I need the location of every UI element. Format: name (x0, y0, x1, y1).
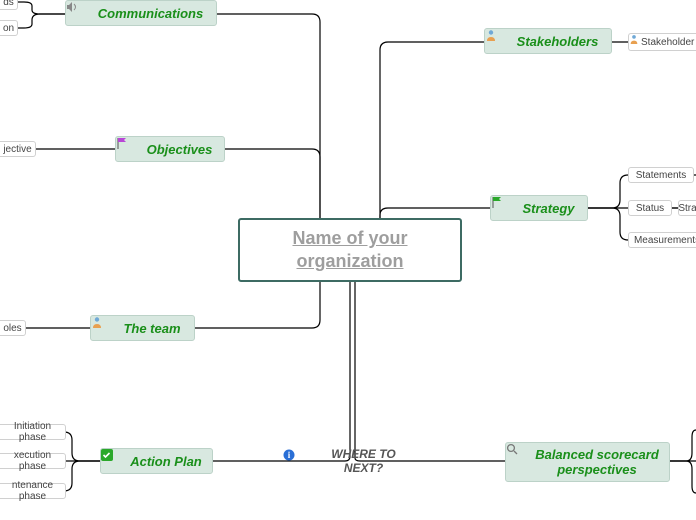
info-icon: i (291, 454, 305, 468)
person-icon (104, 321, 118, 335)
flag-icon (503, 201, 517, 215)
leaf-strategy-2[interactable]: Measurements (628, 232, 696, 248)
person-icon (498, 34, 512, 48)
leaf-strategy-sub[interactable]: Stra (678, 200, 696, 216)
leaf-action-1[interactable]: xecution phase (0, 453, 66, 469)
branch-communications[interactable]: Communications (65, 0, 217, 26)
label: WHERE TO NEXT? (310, 447, 417, 475)
branch-balanced[interactable]: Balanced scorecard perspectives (505, 442, 670, 482)
leaf-objectives-0[interactable]: jective (0, 141, 36, 157)
leaf-strategy-0[interactable]: Statements (628, 167, 694, 183)
branch-team[interactable]: The team (90, 315, 195, 341)
branch-stakeholders[interactable]: Stakeholders (484, 28, 612, 54)
label: Balanced scorecard perspectives (535, 447, 659, 477)
label: Stakeholders (517, 34, 599, 49)
label: Objectives (147, 142, 213, 157)
label: Action Plan (130, 454, 202, 469)
leaf-action-2[interactable]: ntenance phase (0, 483, 66, 499)
center-node[interactable]: Name of your organization (238, 218, 462, 282)
branch-objectives[interactable]: Objectives (115, 136, 225, 162)
branch-strategy[interactable]: Strategy (490, 195, 588, 221)
label: The team (123, 321, 180, 336)
search-icon (516, 455, 530, 469)
flag-icon (128, 142, 142, 156)
label: Communications (98, 6, 203, 21)
leaf-communications-1[interactable]: on (0, 20, 18, 36)
leaf-strategy-1[interactable]: Status (628, 200, 672, 216)
label: Strategy (522, 201, 574, 216)
leaf-team-0[interactable]: oles (0, 320, 26, 336)
center-title: Name of your organization (292, 227, 407, 274)
branch-action[interactable]: Action Plan (100, 448, 213, 474)
leaf-action-0[interactable]: Initiation phase (0, 424, 66, 440)
leaf-communications-0[interactable]: ds (0, 0, 18, 10)
speaker-icon (79, 6, 93, 20)
branch-where[interactable]: i WHERE TO NEXT? (283, 449, 425, 473)
leaf-stakeholders-0[interactable]: Stakeholder (628, 33, 696, 51)
check-icon (111, 454, 125, 468)
